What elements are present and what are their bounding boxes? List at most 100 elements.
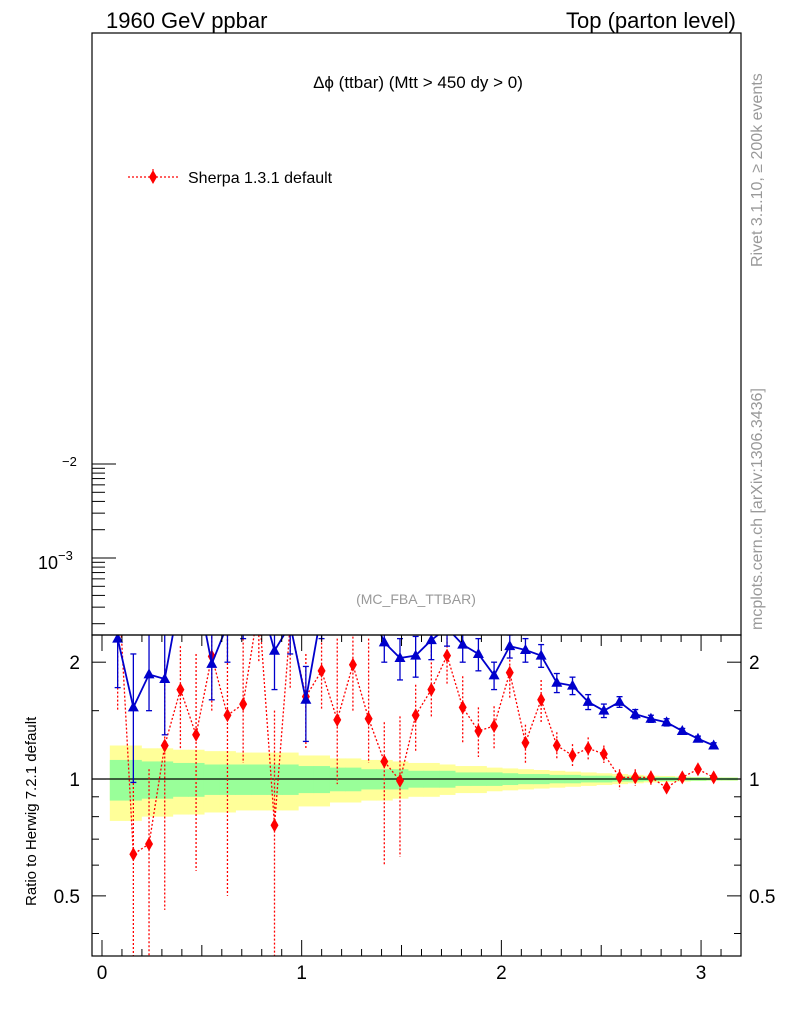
series-0-point bbox=[380, 754, 389, 769]
ratio-xtick-label: 2 bbox=[496, 963, 507, 984]
band-inner-bin bbox=[156, 761, 174, 799]
series-1-point bbox=[378, 636, 390, 647]
series-0-point bbox=[255, 598, 263, 612]
series-0-point bbox=[129, 847, 138, 862]
series-0-point bbox=[615, 770, 624, 785]
series-1-point bbox=[645, 712, 657, 723]
ratio-ytick-label-left: 2 bbox=[69, 653, 80, 674]
series-0-point bbox=[348, 657, 357, 672]
series-1-point bbox=[472, 647, 484, 658]
series-1-point bbox=[206, 657, 218, 668]
series-0-point bbox=[411, 708, 420, 723]
ratio-panel: 0.5 0.5 1 1 2 2 0 1 2 3 Ratio to Herwig 7.2.1 de… bbox=[23, 588, 775, 984]
series-1-point bbox=[676, 724, 688, 735]
chart-title: Δϕ (ttbar) (Mtt > 450 dy > 0) bbox=[313, 73, 523, 92]
series-1-point bbox=[285, 619, 296, 629]
legend-marker-sherpa bbox=[149, 170, 157, 184]
series-0-point bbox=[521, 735, 530, 750]
series-1-point bbox=[268, 644, 280, 655]
main-ytick-label-2: −2 bbox=[62, 454, 77, 469]
series-1-point bbox=[551, 676, 563, 687]
band-inner-bin bbox=[250, 764, 268, 795]
series-1-point bbox=[300, 693, 312, 704]
series-0-point bbox=[709, 770, 718, 785]
series-0-point bbox=[160, 738, 169, 753]
ratio-ylabel: Ratio to Herwig 7.2.1 default bbox=[23, 716, 40, 906]
series-1-point bbox=[504, 640, 516, 651]
band-inner-bin bbox=[109, 759, 127, 801]
series-1-point bbox=[457, 638, 469, 649]
band-inner-bin bbox=[282, 764, 299, 795]
series-0-point bbox=[537, 692, 546, 707]
series-1-point bbox=[692, 732, 704, 743]
ratio-frame bbox=[91, 634, 742, 957]
series-1-point bbox=[442, 622, 453, 632]
ratio-series bbox=[112, 588, 720, 956]
series-1-point bbox=[253, 588, 264, 598]
ratio-ytick-label-right: 1 bbox=[749, 770, 760, 791]
ratio-xtick-label: 0 bbox=[97, 963, 108, 984]
series-0-point bbox=[443, 648, 452, 663]
series-1-point bbox=[629, 708, 641, 719]
series-1-point bbox=[143, 668, 155, 679]
series-1-point bbox=[425, 635, 437, 645]
series-1-point bbox=[661, 716, 673, 727]
ratio-xtick-label: 1 bbox=[296, 963, 307, 984]
series-0-point bbox=[223, 708, 232, 723]
mcplots-label: mcplots.cern.ch [arXiv:1306.3436] bbox=[749, 388, 766, 630]
ratio-y-axis: 0.5 0.5 1 1 2 2 bbox=[54, 653, 775, 934]
band-inner-bin bbox=[235, 764, 252, 795]
reference-bands bbox=[109, 745, 738, 821]
band-inner-bin bbox=[141, 761, 158, 799]
series-0-point bbox=[145, 837, 154, 852]
ratio-ytick-label-left: 0.5 bbox=[54, 887, 80, 908]
series-1-point bbox=[582, 695, 594, 706]
series-0-point bbox=[239, 697, 248, 712]
series-0-point bbox=[176, 682, 185, 697]
analysis-label: (MC_FBA_TTBAR) bbox=[356, 591, 476, 607]
series-1-point bbox=[316, 606, 327, 616]
ratio-ytick-label-right: 0.5 bbox=[749, 887, 775, 908]
series-1-point bbox=[488, 669, 500, 680]
series-1-point bbox=[519, 643, 531, 654]
series-0-point bbox=[568, 748, 577, 763]
series-1-point bbox=[112, 635, 124, 643]
band-inner-bin bbox=[172, 762, 189, 797]
rivet-label: Rivet 3.1.10, ≥ 200k events bbox=[749, 73, 766, 267]
series-1-point bbox=[332, 594, 343, 604]
series-0-point bbox=[474, 723, 483, 738]
series-0-point bbox=[364, 711, 373, 726]
series-1-point bbox=[238, 599, 249, 609]
series-1-point bbox=[410, 649, 422, 660]
series-1-point bbox=[159, 673, 171, 684]
main-panel: Δϕ (ttbar) (Mtt > 450 dy > 0) Sherpa 1.3… bbox=[38, 32, 742, 636]
main-minor-ticks bbox=[92, 467, 105, 625]
series-0-point bbox=[505, 665, 514, 680]
series-0-point bbox=[693, 762, 702, 777]
series-0-point bbox=[270, 818, 279, 833]
header-process: Top (parton level) bbox=[566, 8, 736, 33]
series-1-point bbox=[614, 695, 626, 706]
series-1-point bbox=[598, 704, 610, 715]
series-0-point bbox=[286, 618, 294, 632]
series-0-point bbox=[646, 770, 655, 785]
series-0-point bbox=[678, 770, 687, 785]
series-1-point bbox=[394, 652, 406, 663]
series-0-point bbox=[662, 780, 671, 795]
series-0-point bbox=[631, 770, 640, 785]
series-0-point bbox=[395, 773, 404, 788]
legend-label-sherpa: Sherpa 1.3.1 default bbox=[188, 170, 333, 187]
ratio-ytick-label-right: 2 bbox=[749, 653, 760, 674]
series-0-point bbox=[427, 682, 436, 697]
series-1-point bbox=[222, 619, 233, 629]
main-frame bbox=[91, 32, 742, 636]
ratio-x-axis: 0 1 2 3 bbox=[97, 635, 742, 984]
series-0-point bbox=[599, 747, 608, 762]
series-0-point bbox=[458, 700, 467, 715]
series-0-point bbox=[552, 738, 561, 753]
series-1-point bbox=[566, 679, 578, 690]
main-y-axis: 10−3 −2 bbox=[38, 454, 116, 625]
main-ytick-label-3: 10−3 bbox=[38, 548, 73, 573]
series-0-point bbox=[584, 741, 593, 756]
